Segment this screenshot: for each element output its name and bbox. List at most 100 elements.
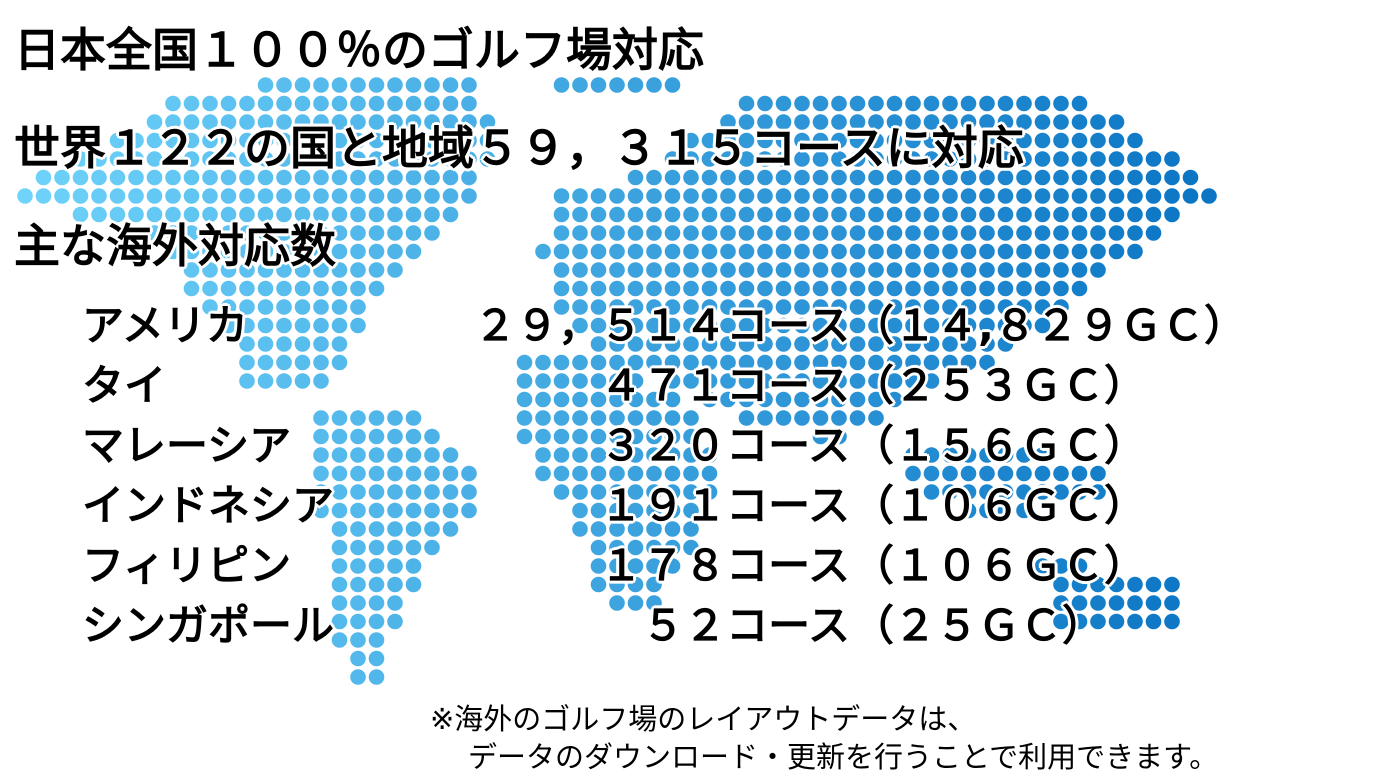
map-dot [794,280,810,297]
map-dot [1034,169,1051,186]
map-dot [553,428,570,445]
map-dot [442,169,459,186]
map-dot [350,280,366,297]
map-dot [831,410,847,426]
map-dot [738,243,755,260]
map-dot [997,188,1014,204]
map-dot [165,132,181,149]
map-dot [720,132,736,149]
map-dot [405,447,422,463]
map-dot [905,151,921,167]
map-dot [1108,132,1125,149]
map-dot [683,225,699,241]
map-dot [91,206,107,223]
map-dot [794,262,810,278]
map-dot [109,169,126,186]
map-dot [683,169,699,186]
map-dot [572,317,588,334]
map-dot [738,151,755,167]
map-dot [1145,576,1162,593]
map-dot [424,95,440,112]
map-dot [794,299,810,315]
map-dot [220,188,237,204]
map-dot [294,77,311,93]
country-name: インドネシア [82,481,335,530]
map-dot [572,280,588,297]
map-dot [905,188,921,204]
map-dot [331,317,348,334]
map-dot [313,169,329,186]
map-dot [664,243,681,260]
map-dot [997,317,1014,334]
map-dot [664,521,681,537]
map-dot [664,169,681,186]
map-dot [942,206,958,223]
map-dot [646,428,662,445]
map-dot [313,373,329,389]
map-dot [313,225,329,241]
map-dot [886,354,903,371]
map-dot [868,262,884,278]
map-dot [849,114,866,130]
map-dot [405,428,422,445]
map-dot [183,188,200,204]
map-dot [997,114,1014,130]
map-dot [831,169,847,186]
map-dot [350,558,366,574]
map-dot [1071,262,1088,278]
map-dot [1071,613,1088,630]
map-dot [368,613,385,630]
map-dot [775,410,792,426]
map-dot [664,391,681,408]
map-dot [738,114,755,130]
map-dot [646,354,662,371]
map-dot [331,299,348,315]
map-dot [886,317,903,334]
map-dot [239,95,255,112]
map-dot [757,243,773,260]
map-dot [720,354,736,371]
map-dot [276,169,292,186]
map-dot [609,77,625,93]
map-dot [294,169,311,186]
map-dot [775,391,792,408]
map-dot [1090,206,1106,223]
map-dot [331,613,348,630]
map-dot [831,188,847,204]
map-dot [849,299,866,315]
map-dot [1108,188,1125,204]
map-dot [313,206,329,223]
map-dot [701,169,718,186]
map-dot [183,95,200,112]
golf-club-count: （２５ＧＣ） [852,601,1105,650]
map-dot [664,206,681,223]
map-dot [923,243,940,260]
map-dot [572,484,588,500]
map-dot [590,225,607,241]
map-dot [424,77,440,93]
map-dot [831,95,847,112]
map-dot [294,95,311,112]
map-dot [812,95,829,112]
map-dot [1090,595,1106,611]
map-dot [627,558,644,574]
map-dot [405,410,422,426]
map-dot [109,132,126,149]
map-dot [146,206,163,223]
map-dot [368,151,385,167]
map-dot [202,151,218,167]
map-dot [1127,169,1143,186]
map-dot [1034,484,1051,500]
map-dot [387,502,403,519]
map-dot [609,188,625,204]
map-dot [590,280,607,297]
map-dot [442,77,459,93]
map-dot [942,188,958,204]
map-dot [683,243,699,260]
map-dot [1071,280,1088,297]
map-dot [646,206,662,223]
map-dot [942,114,958,130]
map-dot [257,114,274,130]
